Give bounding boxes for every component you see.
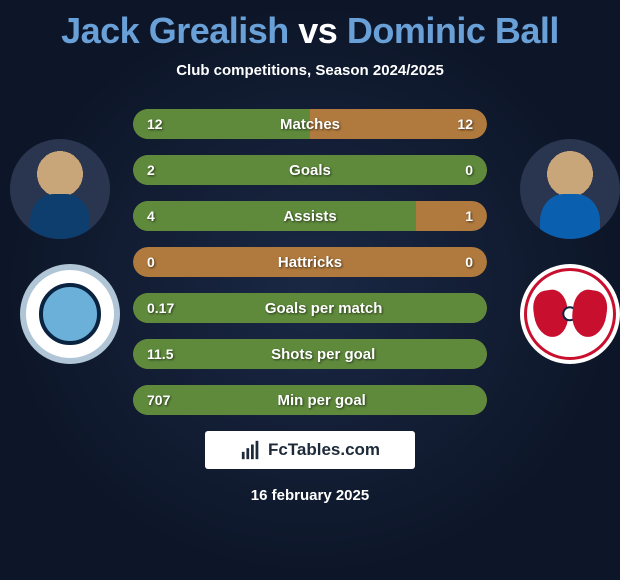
stat-value-right: 0 xyxy=(465,254,487,270)
comparison-content: 12Matches122Goals04Assists10Hattricks00.… xyxy=(0,109,620,504)
fctables-logo-icon xyxy=(240,439,262,461)
stat-row: 707Min per goal xyxy=(133,385,487,415)
title-player-right: Dominic Ball xyxy=(347,10,559,51)
comparison-title: Jack Grealish vs Dominic Ball xyxy=(0,0,620,52)
stat-value-left: 0.17 xyxy=(133,300,174,316)
stat-value-left: 707 xyxy=(133,392,170,408)
player-avatar-left xyxy=(10,139,110,239)
attribution-badge: FcTables.com xyxy=(205,431,415,469)
stat-value-right: 12 xyxy=(457,116,487,132)
stat-row: 2Goals0 xyxy=(133,155,487,185)
comparison-date: 16 february 2025 xyxy=(0,487,620,504)
stat-row: 12Matches12 xyxy=(133,109,487,139)
stat-value-right: 1 xyxy=(465,208,487,224)
stat-value-right: 0 xyxy=(465,162,487,178)
stat-label: Matches xyxy=(163,116,458,133)
title-player-left: Jack Grealish xyxy=(61,10,289,51)
stat-value-left: 4 xyxy=(133,208,155,224)
player-avatar-right xyxy=(520,139,620,239)
club-badge-right xyxy=(520,264,620,364)
stat-row: 4Assists1 xyxy=(133,201,487,231)
stat-label: Shots per goal xyxy=(173,346,473,363)
stat-value-left: 2 xyxy=(133,162,155,178)
attribution-text: FcTables.com xyxy=(268,440,380,460)
title-vs: vs xyxy=(289,10,347,51)
leyton-orient-badge-icon xyxy=(520,264,620,364)
stat-row: 0.17Goals per match xyxy=(133,293,487,323)
avatar-placeholder-icon xyxy=(10,139,110,239)
stat-label: Hattricks xyxy=(155,254,465,271)
subtitle: Club competitions, Season 2024/2025 xyxy=(0,62,620,79)
stat-bars: 12Matches122Goals04Assists10Hattricks00.… xyxy=(133,109,487,415)
stat-value-left: 0 xyxy=(133,254,155,270)
stat-value-left: 11.5 xyxy=(133,346,173,362)
stat-row: 11.5Shots per goal xyxy=(133,339,487,369)
stat-label: Goals per match xyxy=(174,300,473,317)
club-badge-left xyxy=(20,264,120,364)
stat-value-left: 12 xyxy=(133,116,163,132)
stat-label: Goals xyxy=(155,162,465,179)
stat-label: Min per goal xyxy=(170,392,473,409)
manchester-city-badge-icon xyxy=(20,264,120,364)
stat-label: Assists xyxy=(155,208,465,225)
avatar-placeholder-icon xyxy=(520,139,620,239)
stat-row: 0Hattricks0 xyxy=(133,247,487,277)
